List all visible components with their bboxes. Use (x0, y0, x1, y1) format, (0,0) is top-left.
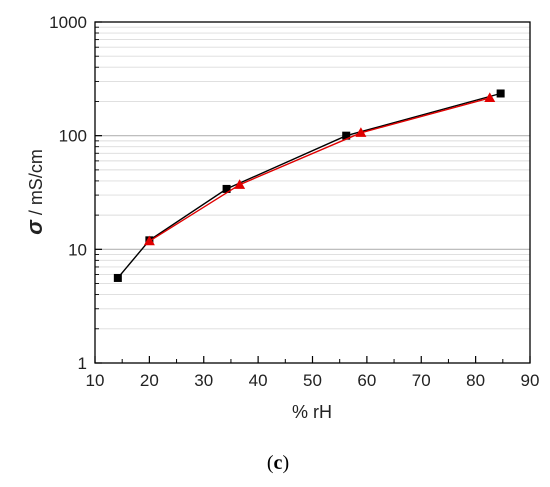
x-tick-label: 40 (249, 371, 268, 390)
series-1-point (355, 127, 367, 137)
grid (95, 26, 530, 330)
y-tick-label: 100 (59, 127, 87, 146)
series-0-point (222, 184, 231, 193)
series-1-point (484, 92, 496, 103)
figure-caption: (c) (267, 452, 289, 474)
y-tick-label: 10 (68, 240, 87, 259)
series-1-point (143, 235, 155, 246)
y-tick-label: 1 (78, 354, 87, 373)
series-0-point (113, 273, 122, 282)
y-axis-units: / mS/cm (26, 149, 46, 220)
plot-frame (94, 21, 531, 364)
x-tick-label: 20 (140, 371, 159, 390)
series-0-point (342, 131, 351, 140)
x-tick-label: 90 (521, 371, 540, 390)
series-1-line (149, 97, 490, 242)
series-layer (113, 89, 505, 282)
x-tick-label: 70 (412, 371, 431, 390)
x-tick-label: 30 (194, 371, 213, 390)
x-tick-label: 60 (357, 371, 376, 390)
x-tick-label: 50 (303, 371, 322, 390)
x-tick-label: 10 (86, 371, 105, 390)
series-1-point (234, 179, 246, 189)
x-axis-title: % rH (292, 402, 332, 422)
y-axis-title: σ / mS/cm (22, 149, 47, 235)
x-tick-label: 80 (466, 371, 485, 390)
series-0-point (496, 89, 505, 98)
y-tick-label: 1000 (49, 13, 87, 32)
series-0-line (117, 92, 501, 279)
y-axis-symbol: σ (22, 219, 47, 235)
